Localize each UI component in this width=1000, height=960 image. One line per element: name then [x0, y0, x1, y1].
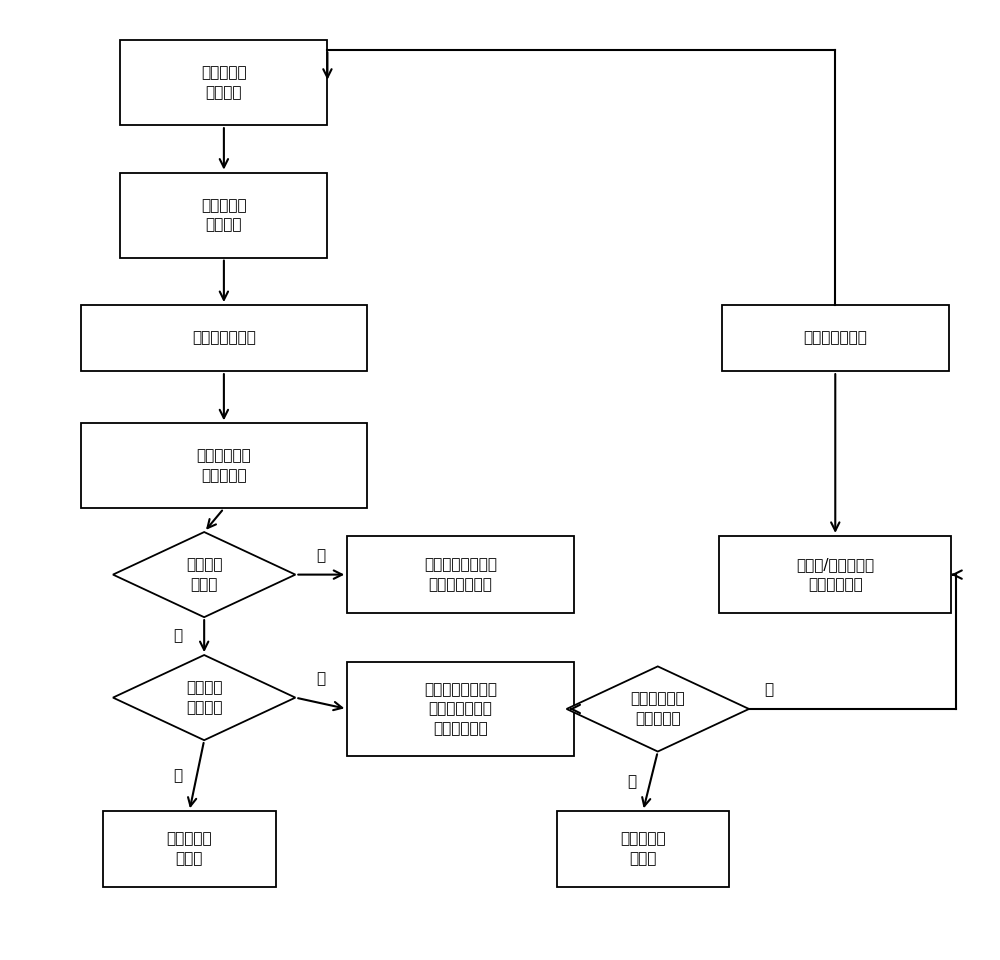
FancyBboxPatch shape — [81, 305, 367, 372]
Polygon shape — [113, 532, 295, 617]
Polygon shape — [113, 655, 295, 740]
Text: 注水工作筒
不动作: 注水工作筒 不动作 — [167, 831, 212, 866]
Text: 注水工作筒动作，
调节配注量大小: 注水工作筒动作， 调节配注量大小 — [424, 557, 497, 592]
Text: 是: 是 — [317, 671, 326, 686]
FancyBboxPatch shape — [120, 40, 327, 125]
Text: 否: 否 — [627, 774, 636, 789]
FancyBboxPatch shape — [103, 811, 276, 887]
Text: 地面控制器
进行控制: 地面控制器 进行控制 — [201, 65, 247, 100]
Text: 否: 否 — [173, 768, 182, 783]
Polygon shape — [567, 666, 749, 752]
Text: 注水管柱内液体: 注水管柱内液体 — [192, 330, 256, 346]
Text: 注水工作筒动作，
比较信号数值与
井下参数大小: 注水工作筒动作， 比较信号数值与 井下参数大小 — [424, 682, 497, 736]
FancyBboxPatch shape — [81, 423, 367, 509]
FancyBboxPatch shape — [722, 305, 949, 372]
Text: 否: 否 — [173, 629, 182, 643]
Text: 声波发射器
发射信号: 声波发射器 发射信号 — [201, 198, 247, 232]
FancyBboxPatch shape — [347, 661, 574, 756]
Text: 注水工作筒
不动作: 注水工作筒 不动作 — [620, 831, 666, 866]
Text: 信号数值与井
下参数一致: 信号数值与井 下参数一致 — [630, 691, 685, 727]
FancyBboxPatch shape — [719, 536, 951, 613]
FancyBboxPatch shape — [347, 536, 574, 613]
Text: 井下参数
监测信号: 井下参数 监测信号 — [186, 681, 222, 715]
FancyBboxPatch shape — [120, 173, 327, 257]
FancyBboxPatch shape — [557, 811, 729, 887]
Text: 快速开/关阀关闭，
井筒压力上升: 快速开/关阀关闭， 井筒压力上升 — [796, 557, 874, 592]
Text: 是: 是 — [317, 548, 326, 564]
Text: 注水管柱内液体: 注水管柱内液体 — [803, 330, 867, 346]
Text: 是: 是 — [764, 683, 773, 698]
Text: 配注量调
节信号: 配注量调 节信号 — [186, 557, 222, 592]
Text: 声波注水工作
筒接收信号: 声波注水工作 筒接收信号 — [197, 448, 251, 483]
